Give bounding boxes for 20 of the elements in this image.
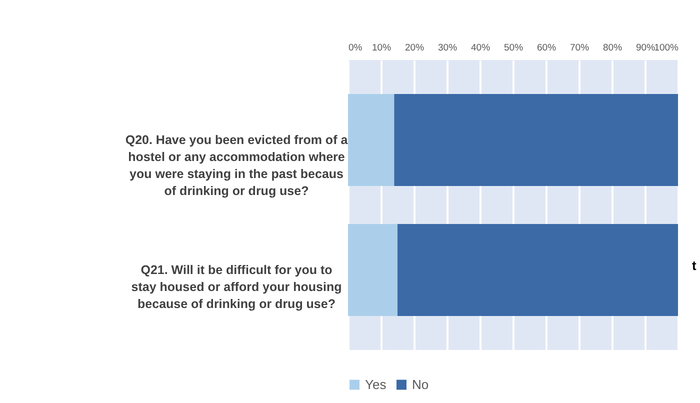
x-tick-label: 10%	[372, 42, 392, 54]
bar	[394, 94, 678, 186]
bar	[348, 224, 398, 316]
legend-label: No	[412, 376, 429, 392]
y-tick-label: Q20. Have you been evicted from of a hostel or any accommodation where you were staying in the past becaus of drinking or drug use?	[125, 132, 349, 198]
x-tick-label: 40%	[470, 42, 491, 54]
x-tick-label: 80%	[602, 42, 623, 54]
text: t	[692, 258, 697, 273]
bar	[348, 94, 394, 186]
x-tick-label: 100%	[654, 42, 680, 54]
x-tick-label: 90%	[636, 42, 656, 54]
x-tick-label: 60%	[536, 42, 557, 54]
legend-label: Yes	[365, 376, 387, 392]
x-tick-label: 30%	[438, 42, 458, 54]
x-tick-label: 0%	[348, 42, 363, 54]
x-tick-label: 20%	[404, 42, 425, 54]
x-tick-label: 70%	[570, 42, 590, 54]
y-tick-label: Q21. Will it be difficult for you to stay housed or afford your housing because of drinking or drug use?	[131, 263, 342, 312]
bar	[398, 224, 678, 316]
x-tick-label: 50%	[504, 42, 524, 54]
